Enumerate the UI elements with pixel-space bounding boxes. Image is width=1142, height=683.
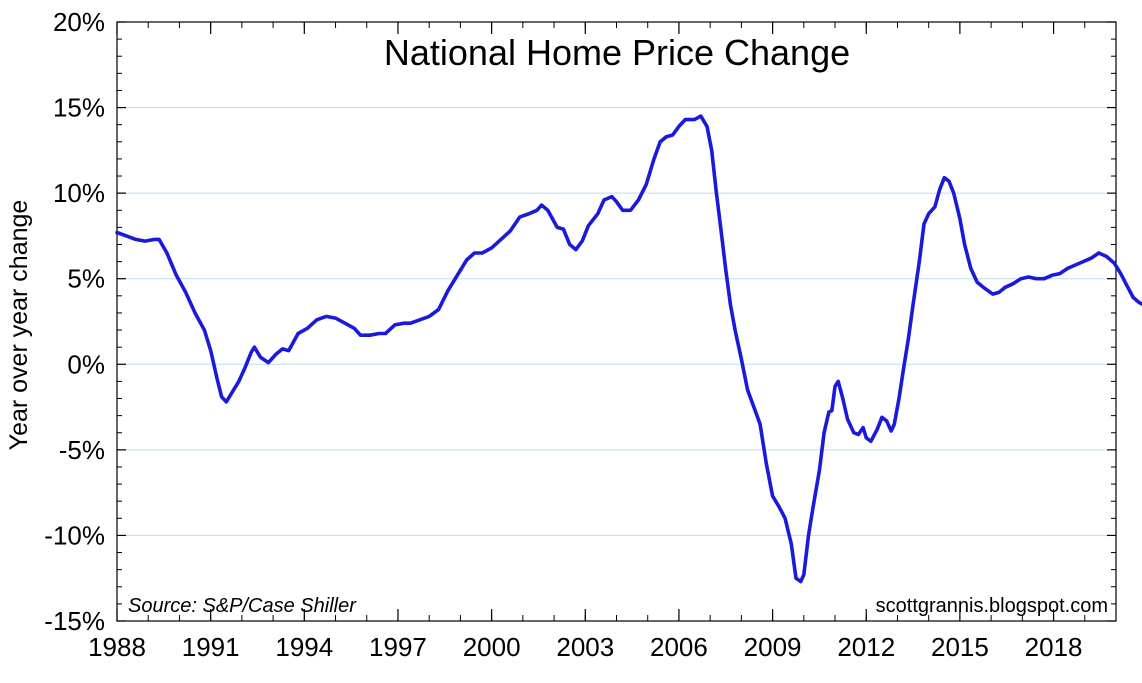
x-tick-label: 2003: [556, 632, 614, 662]
x-tick-label: 1988: [88, 632, 146, 662]
y-axis-label: Year over year change: [5, 200, 33, 451]
series-line-home-price-change: [115, 114, 1142, 584]
y-tick-label: 5%: [67, 264, 105, 294]
x-tick-label: 1991: [182, 632, 240, 662]
x-axis: 1988 1991 1994 1997 2000 2003 2006 2009 2012 2015…: [88, 22, 1117, 662]
x-tick-label: 2009: [744, 632, 802, 662]
x-tick-label: 2006: [650, 632, 708, 662]
y-tick-label: -15%: [44, 606, 105, 636]
source-note: Source: S&P/Case Shiller: [128, 595, 357, 617]
x-tick-label: 1994: [275, 632, 333, 662]
y-tick-label: 10%: [53, 178, 105, 208]
y-tick-label: 20%: [53, 7, 105, 37]
credit-note: scottgrannis.blogspot.com: [876, 595, 1108, 617]
x-tick-label: 2012: [837, 632, 895, 662]
y-axis: 20% 15% 10% 5% 0% -5% -10% -15%: [44, 7, 1116, 636]
y-tick-label: 15%: [53, 93, 105, 123]
y-tick-label: 0%: [67, 349, 105, 379]
chart-title: National Home Price Change: [384, 32, 850, 73]
x-tick-label: 2018: [1025, 632, 1083, 662]
x-tick-label: 2015: [931, 632, 989, 662]
gridlines: [117, 107, 1116, 536]
y-tick-label: -5%: [59, 435, 105, 465]
plot-frame: [116, 21, 1117, 622]
y-tick-label: -10%: [44, 520, 105, 550]
x-tick-label: 1997: [369, 632, 427, 662]
x-tick-label: 2000: [463, 632, 521, 662]
